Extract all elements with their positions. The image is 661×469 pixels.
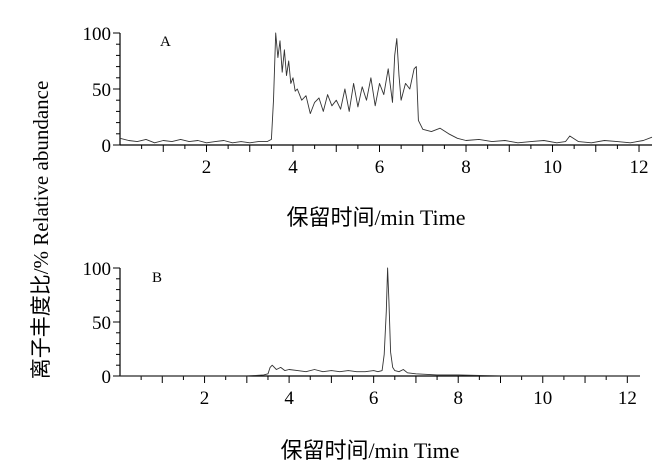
x-axis-title: 保留时间/min Time — [280, 438, 459, 463]
chromatogram-trace — [119, 32, 653, 144]
y-tick-label: 0 — [102, 367, 112, 388]
x-tick-label: 6 — [369, 388, 379, 409]
x-tick-label: 12 — [630, 157, 649, 178]
y-tick-label: 100 — [83, 259, 112, 280]
y-axis-label: 离子丰度比/% Relative abundance — [29, 81, 53, 380]
panel-b: 2 4 6 8 10 12 0 50 100 B 保留时间/min Time — [83, 259, 640, 463]
panel-label: B — [152, 270, 162, 286]
y-tick-label: 50 — [92, 313, 111, 334]
x-tick-label: 4 — [284, 388, 294, 409]
x-axis-title: 保留时间/min Time — [286, 205, 465, 230]
panel-label: A — [160, 34, 171, 50]
chromatogram-trace — [120, 267, 640, 377]
y-tick-label: 0 — [102, 136, 112, 157]
x-tick-label: 6 — [375, 157, 385, 178]
x-tick-label: 10 — [543, 157, 562, 178]
x-tick-label: 2 — [200, 388, 210, 409]
x-tick-label: 4 — [288, 157, 298, 178]
x-tick-label: 12 — [618, 388, 637, 409]
x-tick-label: 10 — [533, 388, 552, 409]
x-tick-label: 2 — [202, 157, 212, 178]
x-tick-label: 8 — [461, 157, 471, 178]
y-tick-label: 50 — [92, 80, 111, 101]
y-tick-label: 100 — [83, 24, 112, 45]
x-tick-label: 8 — [453, 388, 463, 409]
panel-a: 2 4 6 8 10 12 0 50 100 A 保留时间/min Time — [83, 24, 653, 230]
